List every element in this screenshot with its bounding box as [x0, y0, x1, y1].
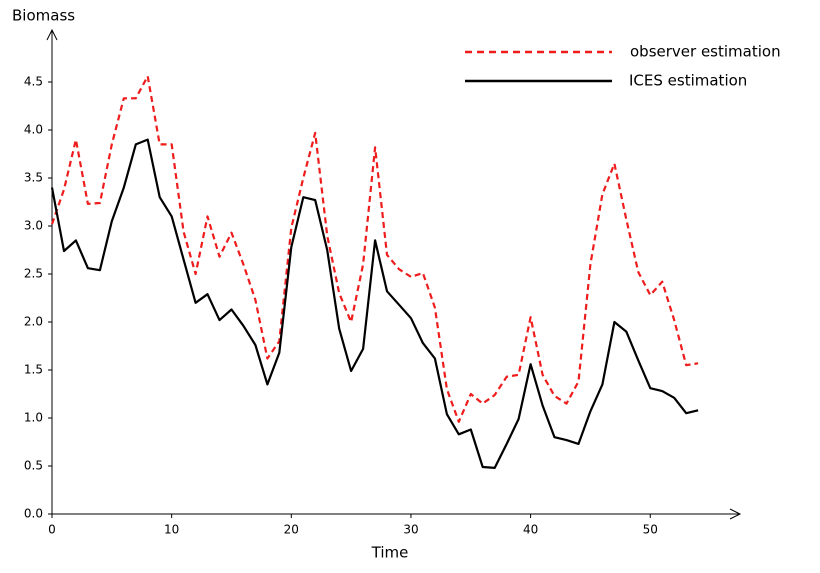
x-tick-label: 40 — [523, 523, 538, 537]
y-tick-label: 4.5 — [24, 75, 43, 89]
line-series — [50, 138, 699, 469]
x-tick-label: 0 — [48, 523, 56, 537]
x-arrow — [729, 508, 742, 520]
x-tick-label: 20 — [284, 523, 299, 537]
legend-label: observer estimation — [630, 43, 781, 61]
y-tick-label: 3.5 — [24, 171, 43, 185]
y-tick-label: 0.0 — [24, 507, 43, 521]
y-arrow — [46, 28, 58, 41]
y-axis-label: Biomass — [12, 7, 75, 25]
y-tick-label: 1.5 — [24, 363, 43, 377]
y-tick-label: 4.0 — [24, 123, 43, 137]
x-tick-label: 50 — [643, 523, 658, 537]
x-tick-label: 10 — [164, 523, 179, 537]
x-tick-label: 30 — [403, 523, 418, 537]
legend-label: ICES estimation — [629, 72, 747, 90]
y-tick-label: 2.5 — [24, 267, 43, 281]
y-tick-label: 0.5 — [24, 459, 43, 473]
x-axis-label: Time — [371, 544, 409, 562]
y-tick-label: 1.0 — [24, 411, 43, 425]
line-series — [50, 75, 699, 423]
y-tick-label: 3.0 — [24, 219, 43, 233]
y-tick-label: 2.0 — [24, 315, 43, 329]
